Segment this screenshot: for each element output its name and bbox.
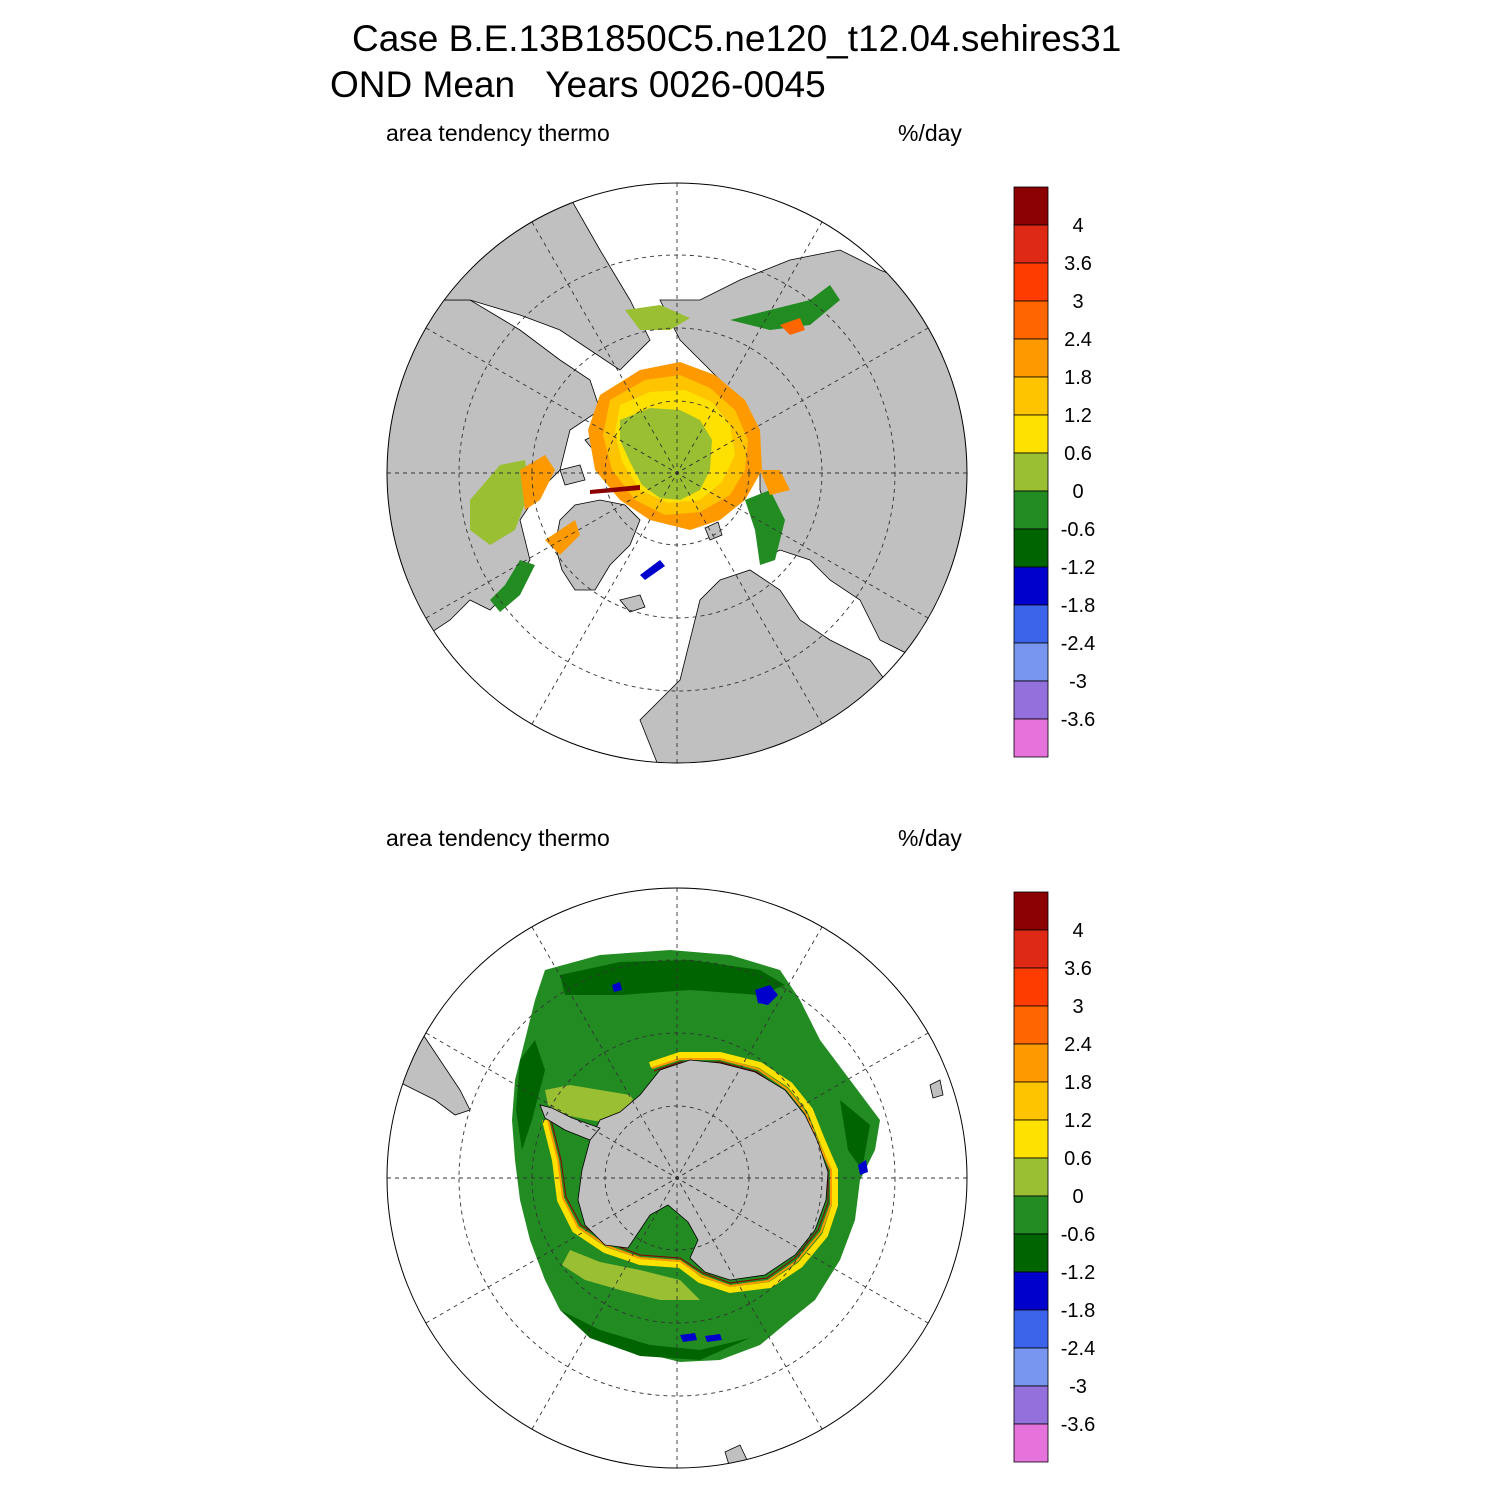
- north-colorbar-swatch: [1013, 718, 1049, 758]
- south-colorbar-label: -0.6: [1061, 1224, 1095, 1246]
- south-panel-variable: area tendency thermo: [386, 825, 610, 851]
- south-colorbar-swatch: [1013, 1385, 1049, 1425]
- south-colorbar-label: 3.6: [1064, 958, 1092, 980]
- north-colorbar-label: -0.6: [1061, 519, 1095, 541]
- south-colorbar-label: 4: [1072, 920, 1083, 942]
- north-colorbar-label: 3: [1072, 291, 1083, 313]
- south-colorbar-swatch: [1013, 1423, 1049, 1463]
- south-colorbar-swatch: [1013, 1043, 1049, 1083]
- north-colorbar-label: 0.6: [1064, 443, 1092, 465]
- south-colorbar-swatch: [1013, 1271, 1049, 1311]
- north-panel-units: %/day: [898, 120, 962, 146]
- south-colorbar-label: -3: [1069, 1376, 1087, 1398]
- north-graticule: [387, 183, 967, 763]
- north-colorbar-swatch: [1013, 452, 1049, 492]
- north-colorbar-label: 1.2: [1064, 405, 1092, 427]
- north-colorbar-label: 1.8: [1064, 367, 1092, 389]
- north-colorbar-label: -1.8: [1061, 595, 1095, 617]
- south-colorbar-swatch: [1013, 891, 1049, 931]
- north-colorbar-swatch: [1013, 566, 1049, 606]
- north-colorbar-swatch: [1013, 642, 1049, 682]
- north-sea-ice: [470, 285, 840, 612]
- south-colorbar-label: 2.4: [1064, 1034, 1092, 1056]
- south-colorbar-swatch: [1013, 1005, 1049, 1045]
- south-colorbar-label: -1.2: [1061, 1262, 1095, 1284]
- north-colorbar-swatch: [1013, 528, 1049, 568]
- north-colorbar-label: 2.4: [1064, 329, 1092, 351]
- north-colorbar-swatch: [1013, 604, 1049, 644]
- north-colorbar-swatch: [1013, 338, 1049, 378]
- south-graticule: [387, 888, 967, 1468]
- figure-title-line2: OND Mean Years 0026-0045: [330, 64, 826, 105]
- north-colorbar-swatch: [1013, 680, 1049, 720]
- north-colorbar-swatch: [1013, 300, 1049, 340]
- north-panel-variable: area tendency thermo: [386, 120, 610, 146]
- south-polar-map: [386, 887, 968, 1469]
- north-colorbar: 4 3.6 3 2.4 1.8 1.2 0.6 0 -0.6 -1.2 -1.8 -2.4 -3 -3.6: [1013, 186, 1095, 758]
- north-colorbar-label: -3.6: [1061, 709, 1095, 731]
- north-colorbar-swatch: [1013, 186, 1049, 226]
- north-colorbar-label: -1.2: [1061, 557, 1095, 579]
- north-colorbar-label: 3.6: [1064, 253, 1092, 275]
- north-colorbar-swatch: [1013, 376, 1049, 416]
- south-colorbar-label: 0: [1072, 1186, 1083, 1208]
- figure-title-line1: Case B.E.13B1850C5.ne120_t12.04.sehires3…: [352, 18, 1122, 59]
- south-colorbar-swatch: [1013, 1309, 1049, 1349]
- south-colorbar-label: -2.4: [1061, 1338, 1095, 1360]
- south-panel-units: %/day: [898, 825, 962, 851]
- south-colorbar-swatch: [1013, 967, 1049, 1007]
- south-colorbar-label: 3: [1072, 996, 1083, 1018]
- south-colorbar-swatch: [1013, 1119, 1049, 1159]
- south-colorbar-swatch: [1013, 1347, 1049, 1387]
- south-colorbar-swatch: [1013, 929, 1049, 969]
- south-colorbar-label: -3.6: [1061, 1414, 1095, 1436]
- north-colorbar-label: -3: [1069, 671, 1087, 693]
- north-colorbar-label: 0: [1072, 481, 1083, 503]
- south-colorbar-swatch: [1013, 1195, 1049, 1235]
- north-colorbar-label: -2.4: [1061, 633, 1095, 655]
- south-map-border: [386, 887, 968, 1469]
- north-polar-map: [386, 182, 968, 764]
- south-colorbar-label: -1.8: [1061, 1300, 1095, 1322]
- north-map-border: [386, 182, 968, 764]
- south-colorbar-swatch: [1013, 1233, 1049, 1273]
- south-colorbar-label: 0.6: [1064, 1148, 1092, 1170]
- south-colorbar: 4 3.6 3 2.4 1.8 1.2 0.6 0 -0.6 -1.2 -1.8 -2.4 -3 -3.6: [1013, 891, 1095, 1463]
- north-colorbar-label: 4: [1072, 215, 1083, 237]
- north-colorbar-swatch: [1013, 490, 1049, 530]
- south-colorbar-label: 1.8: [1064, 1072, 1092, 1094]
- south-colorbar-label: 1.2: [1064, 1110, 1092, 1132]
- south-colorbar-swatch: [1013, 1157, 1049, 1197]
- south-colorbar-swatch: [1013, 1081, 1049, 1121]
- north-colorbar-swatch: [1013, 224, 1049, 264]
- north-colorbar-swatch: [1013, 414, 1049, 454]
- north-colorbar-swatch: [1013, 262, 1049, 302]
